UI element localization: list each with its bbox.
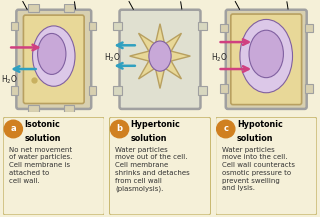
FancyBboxPatch shape <box>226 10 307 109</box>
Bar <box>89 21 96 30</box>
Ellipse shape <box>33 26 75 86</box>
FancyBboxPatch shape <box>16 10 91 109</box>
FancyBboxPatch shape <box>109 117 211 215</box>
Text: H$_2$O: H$_2$O <box>104 52 121 64</box>
FancyBboxPatch shape <box>23 15 84 104</box>
Text: No net movement
of water particles.
Cell membrane is
attached to
cell wall.: No net movement of water particles. Cell… <box>9 146 73 184</box>
Bar <box>220 84 228 93</box>
FancyBboxPatch shape <box>3 117 104 215</box>
Bar <box>198 21 206 30</box>
Bar <box>28 105 39 112</box>
FancyBboxPatch shape <box>216 117 317 215</box>
Text: H$_2$O: H$_2$O <box>1 74 18 86</box>
FancyBboxPatch shape <box>231 14 302 105</box>
Text: Hypotonic: Hypotonic <box>237 120 283 129</box>
Circle shape <box>4 120 22 138</box>
Bar <box>305 24 313 32</box>
Text: solution: solution <box>237 134 273 143</box>
Bar <box>220 24 228 32</box>
Text: H$_2$O: H$_2$O <box>211 52 228 64</box>
Text: c: c <box>223 125 228 133</box>
Bar <box>198 86 206 95</box>
FancyBboxPatch shape <box>120 10 200 109</box>
Ellipse shape <box>240 20 292 93</box>
Text: Hypertonic: Hypertonic <box>131 120 180 129</box>
Text: b: b <box>116 125 123 133</box>
Bar <box>64 4 74 12</box>
Polygon shape <box>130 24 190 89</box>
Bar <box>114 21 122 30</box>
Circle shape <box>217 120 235 138</box>
Bar <box>11 86 18 95</box>
Text: solution: solution <box>131 134 167 143</box>
Ellipse shape <box>37 33 66 74</box>
Text: a: a <box>11 125 16 133</box>
Text: Water particles
move out of the cell.
Cell membrane
shrinks and detaches
from ce: Water particles move out of the cell. Ce… <box>116 146 190 192</box>
Text: Water particles
move into the cell.
Cell wall counteracts
osmotic pressure to
pr: Water particles move into the cell. Cell… <box>222 146 295 191</box>
Circle shape <box>110 120 129 138</box>
Text: solution: solution <box>24 134 61 143</box>
Bar <box>64 105 74 112</box>
Bar <box>11 21 18 30</box>
Bar <box>28 4 39 12</box>
Text: Isotonic: Isotonic <box>24 120 60 129</box>
Bar <box>305 84 313 93</box>
Ellipse shape <box>249 30 284 78</box>
Bar <box>114 86 122 95</box>
Bar <box>89 86 96 95</box>
Ellipse shape <box>149 41 171 71</box>
